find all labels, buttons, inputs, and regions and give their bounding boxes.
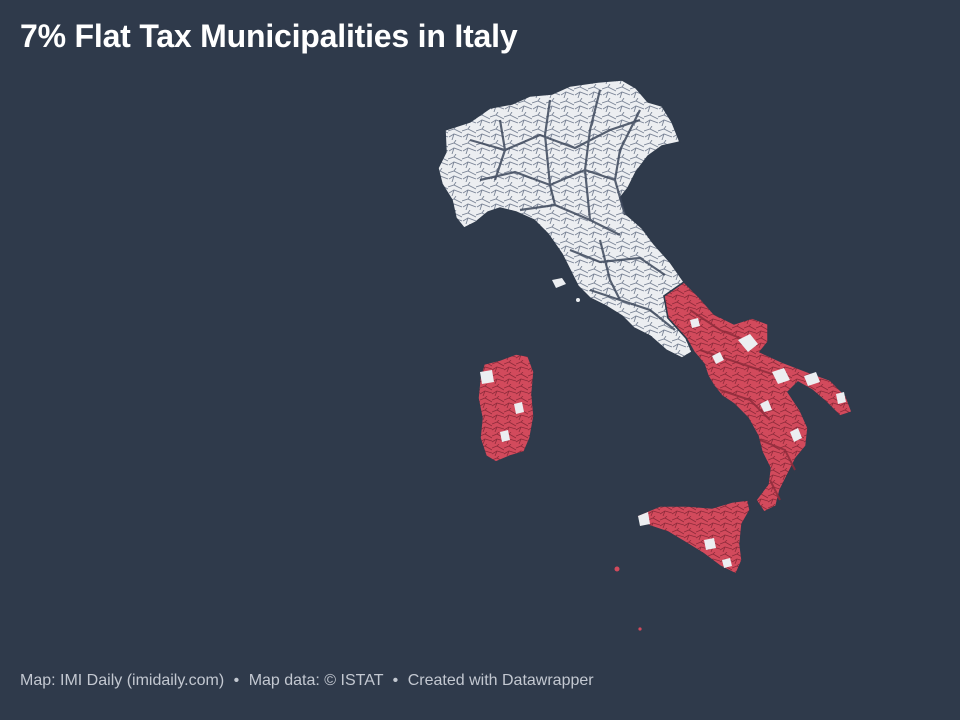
non-eligible-sardinia-municipalities — [480, 370, 524, 442]
tool-credit: Created with Datawrapper — [407, 672, 594, 689]
non-eligible-sicily-municipalities — [638, 512, 732, 568]
elba-island — [552, 278, 566, 288]
sardinia-region — [477, 353, 535, 463]
footer-credits: Map: IMI Daily (imidaily.com) • Map data… — [20, 672, 594, 690]
capraia-island — [576, 298, 580, 302]
map-title: 7% Flat Tax Municipalities in Italy — [20, 18, 518, 54]
map-credit: Map: IMI Daily (imidaily.com) — [20, 672, 225, 689]
sicily — [634, 499, 751, 576]
province-borders-north — [469, 89, 676, 331]
ustica-island — [614, 566, 620, 572]
footer-separator-2: • — [392, 672, 399, 689]
lampedusa-island — [638, 627, 642, 631]
data-credit: Map data: © ISTAT — [248, 672, 384, 689]
north-central-region — [437, 79, 693, 359]
south-region — [663, 281, 853, 513]
non-eligible-south-municipalities — [690, 318, 846, 442]
footer-separator: • — [233, 672, 240, 689]
sardinia — [477, 353, 535, 463]
province-borders-south — [689, 309, 796, 501]
north-central-italy — [437, 79, 693, 359]
southern-italy — [663, 281, 853, 513]
sicily-region — [614, 499, 751, 631]
